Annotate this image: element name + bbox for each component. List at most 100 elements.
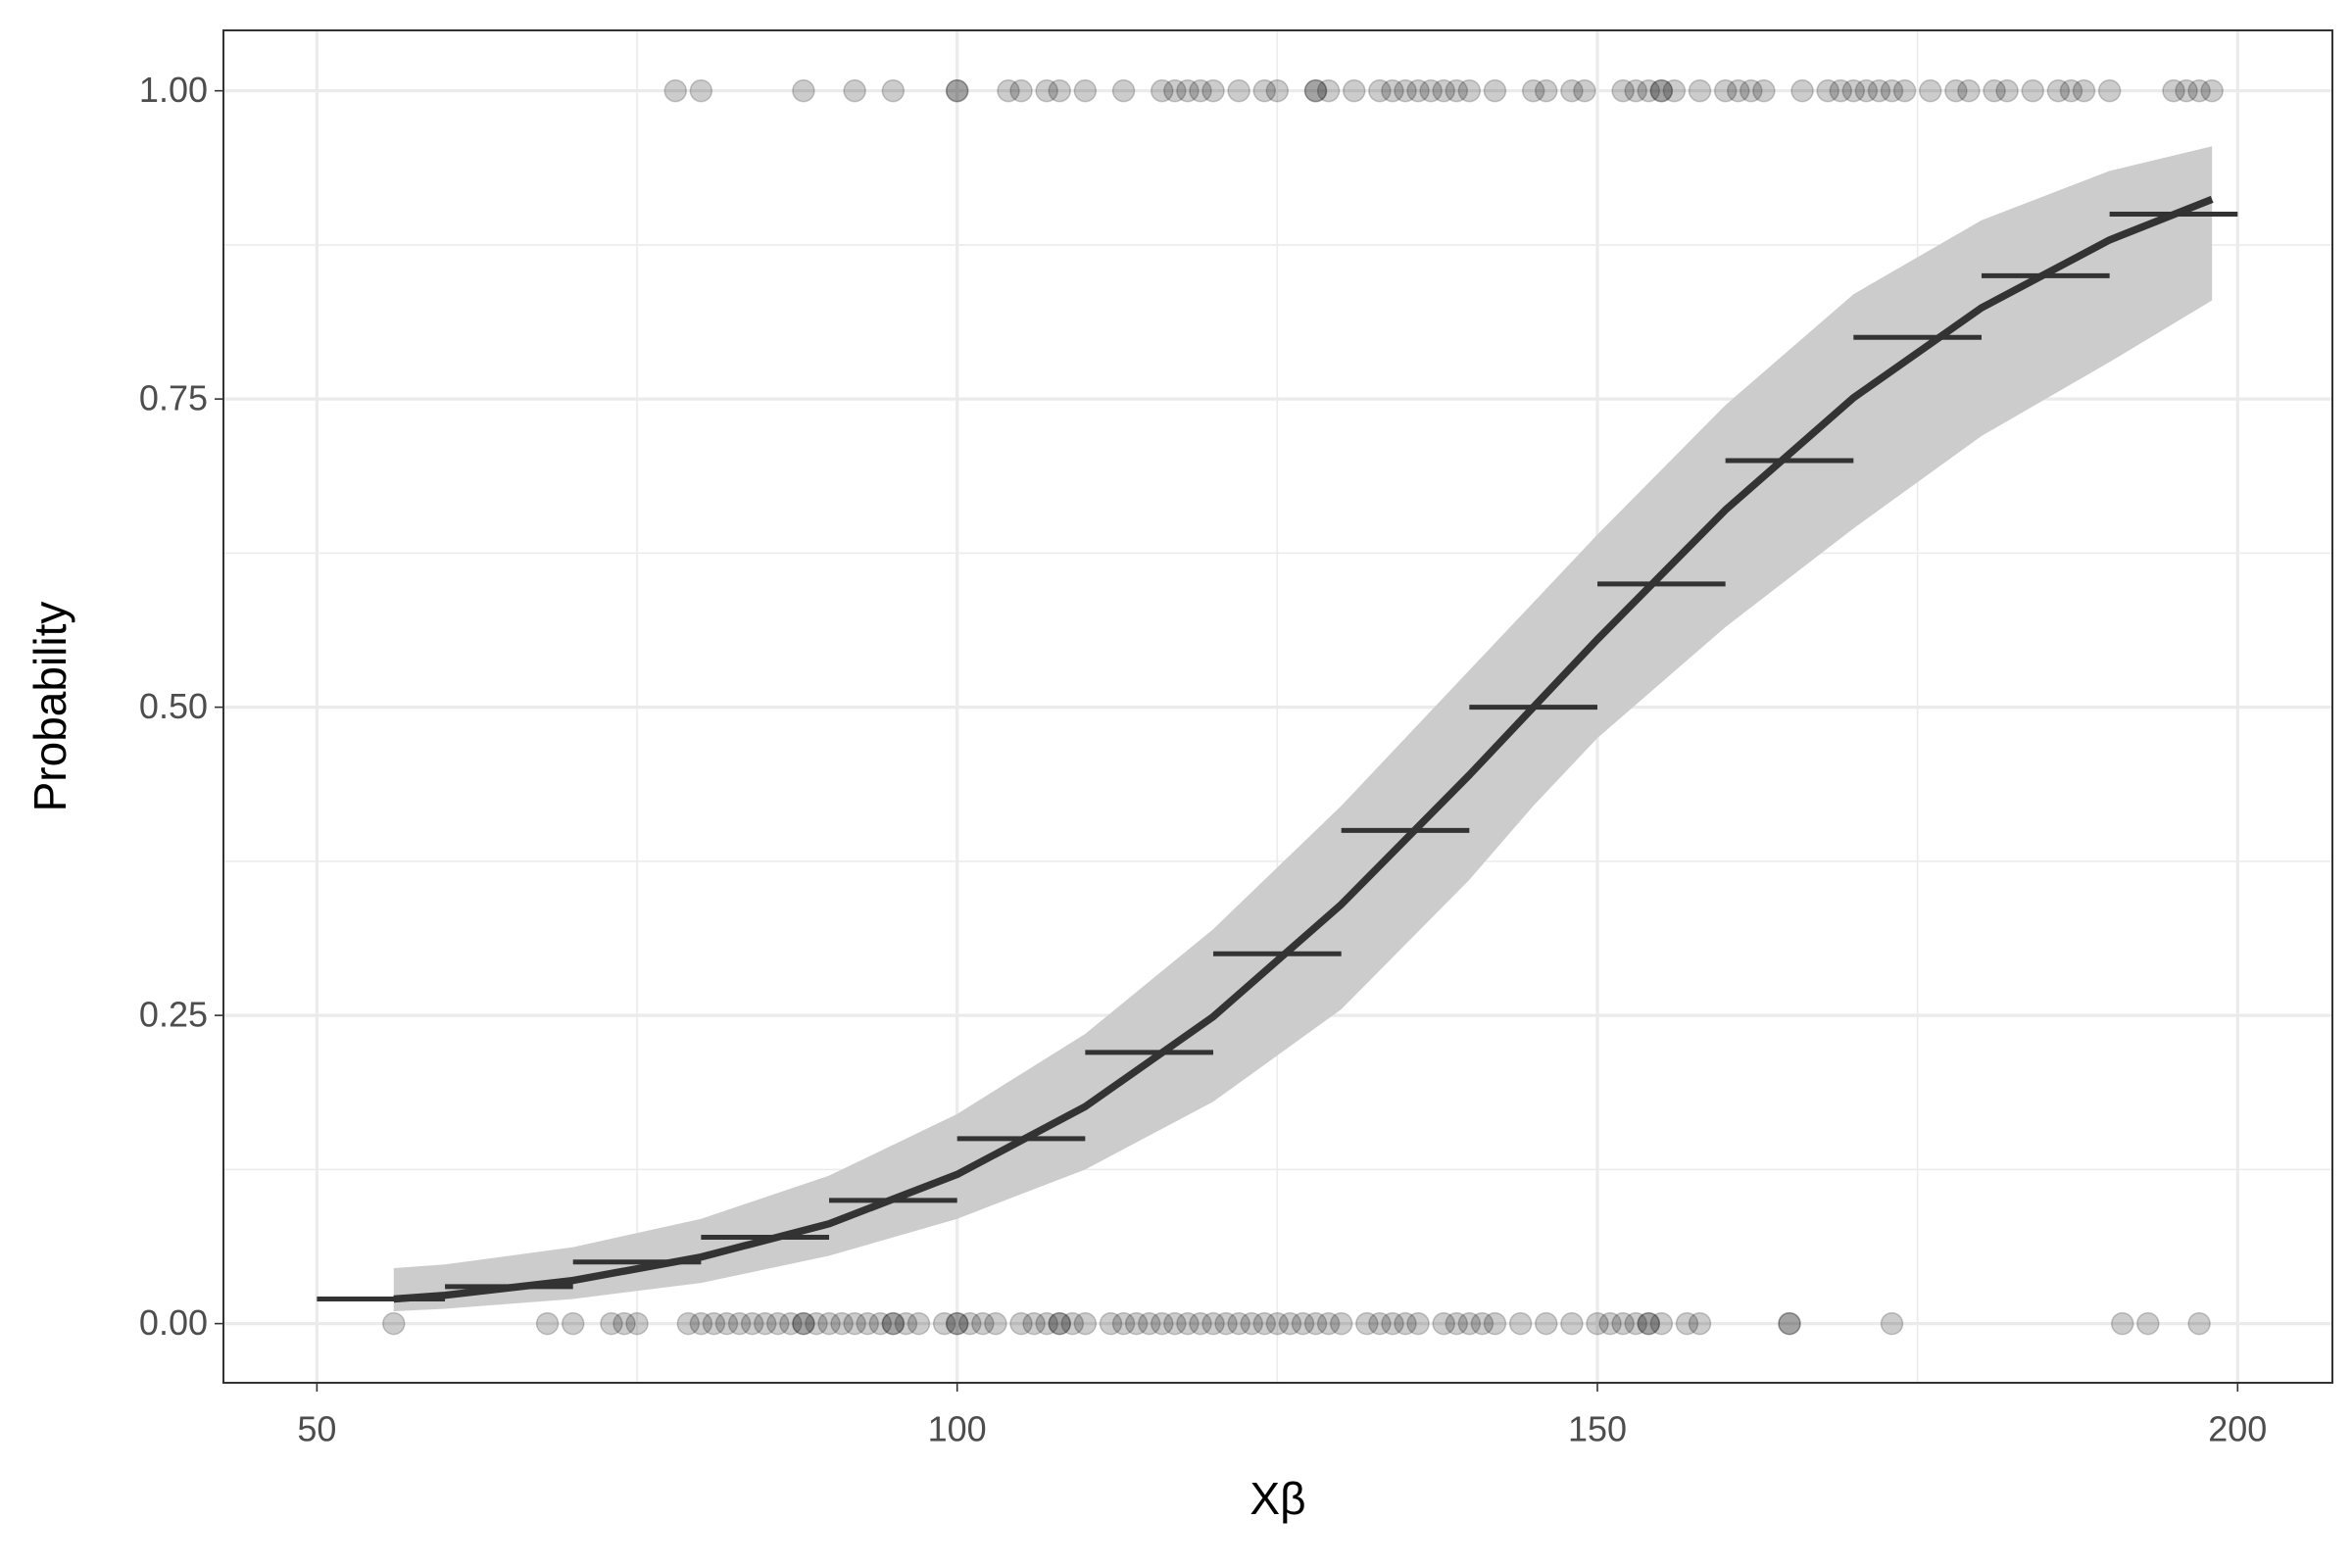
data-point — [1381, 1311, 1404, 1336]
data-point — [881, 1311, 906, 1336]
data-point — [2187, 78, 2211, 103]
y-tick-label: 0.25 — [139, 995, 208, 1035]
data-point — [1252, 1311, 1277, 1336]
data-point — [1009, 78, 1033, 103]
data-point — [689, 1311, 713, 1336]
data-point — [1445, 1311, 1469, 1336]
data-point — [1649, 78, 1674, 103]
data-point — [1252, 78, 1277, 103]
y-axis-title: Probability — [24, 602, 75, 812]
data-point — [1637, 1311, 1661, 1336]
data-point — [1816, 78, 1839, 103]
data-point — [1189, 1311, 1212, 1336]
data-point — [1688, 1311, 1712, 1336]
data-point — [1303, 78, 1328, 103]
data-point — [830, 1311, 854, 1336]
data-point — [1214, 1311, 1238, 1336]
data-point — [1151, 78, 1174, 103]
data-point — [2136, 1311, 2160, 1336]
y-tick-label: 1.00 — [139, 70, 208, 110]
data-point — [2162, 78, 2185, 103]
data-point — [2021, 78, 2045, 103]
data-point — [958, 1311, 982, 1336]
data-point — [2187, 1311, 2211, 1336]
data-point — [612, 1311, 636, 1336]
data-point — [1445, 78, 1469, 103]
x-tick-label: 150 — [1568, 1409, 1627, 1449]
data-point — [1303, 78, 1328, 103]
data-point — [740, 1311, 764, 1336]
data-point — [1291, 1311, 1315, 1336]
data-point — [1560, 1311, 1584, 1336]
data-point — [1854, 78, 1879, 103]
data-point — [817, 1311, 841, 1336]
data-point — [1240, 1311, 1263, 1336]
data-point — [1778, 1311, 1801, 1336]
data-point — [1176, 78, 1200, 103]
data-point — [945, 78, 969, 103]
data-point — [663, 78, 687, 103]
data-point — [2175, 78, 2198, 103]
data-point — [997, 78, 1020, 103]
data-point — [1227, 1311, 1250, 1336]
data-point — [1381, 78, 1404, 103]
data-point — [1278, 1311, 1302, 1336]
data-point — [881, 1311, 906, 1336]
data-point — [1111, 1311, 1136, 1336]
data-point — [2072, 78, 2096, 103]
data-point — [1740, 78, 1763, 103]
data-point — [382, 1311, 406, 1336]
data-point — [1649, 78, 1674, 103]
data-point — [1329, 1311, 1353, 1336]
data-point — [1983, 78, 2006, 103]
data-point — [1611, 1311, 1635, 1336]
data-point — [1586, 1311, 1609, 1336]
data-point — [1022, 1311, 1046, 1336]
data-point — [1483, 78, 1507, 103]
data-point — [1163, 1311, 1187, 1336]
data-point — [766, 1311, 790, 1336]
data-point — [689, 78, 713, 103]
data-point — [1508, 1311, 1533, 1336]
data-point — [843, 1311, 866, 1336]
data-point — [1316, 1311, 1341, 1336]
fitted-curve — [393, 195, 2214, 1303]
data-point — [1035, 1311, 1058, 1336]
data-point — [1637, 1311, 1661, 1336]
data-point — [1060, 1311, 1085, 1336]
data-point — [1841, 78, 1866, 103]
data-point — [1406, 78, 1430, 103]
data-point — [1457, 1311, 1482, 1336]
y-tick-label: 0.75 — [139, 378, 208, 418]
data-point — [1752, 78, 1776, 103]
data-point — [792, 78, 815, 103]
data-point — [1880, 1311, 1904, 1336]
data-point — [1598, 1311, 1622, 1336]
data-point — [1048, 1311, 1071, 1336]
data-point — [1457, 78, 1482, 103]
data-point — [1227, 78, 1250, 103]
data-point — [714, 1311, 739, 1336]
data-point — [1483, 1311, 1507, 1336]
data-point — [1265, 78, 1290, 103]
data-point — [1470, 1311, 1494, 1336]
data-point — [805, 1311, 828, 1336]
confidence-band — [393, 146, 2213, 1312]
data-point — [2046, 78, 2071, 103]
data-point — [1778, 1311, 1801, 1336]
data-point — [1521, 78, 1545, 103]
data-point — [945, 1311, 969, 1336]
data-point — [1944, 78, 1968, 103]
data-point — [779, 1311, 803, 1336]
data-point — [1573, 78, 1596, 103]
data-point — [1995, 78, 2019, 103]
y-tick-label: 0.50 — [139, 686, 208, 726]
data-point — [843, 78, 866, 103]
data-point — [1201, 78, 1225, 103]
data-point — [1662, 78, 1687, 103]
x-tick-label: 100 — [928, 1409, 987, 1449]
data-point — [1624, 78, 1647, 103]
y-tick-label: 0.00 — [139, 1302, 208, 1343]
data-point — [1829, 78, 1853, 103]
data-point — [1880, 78, 1904, 103]
